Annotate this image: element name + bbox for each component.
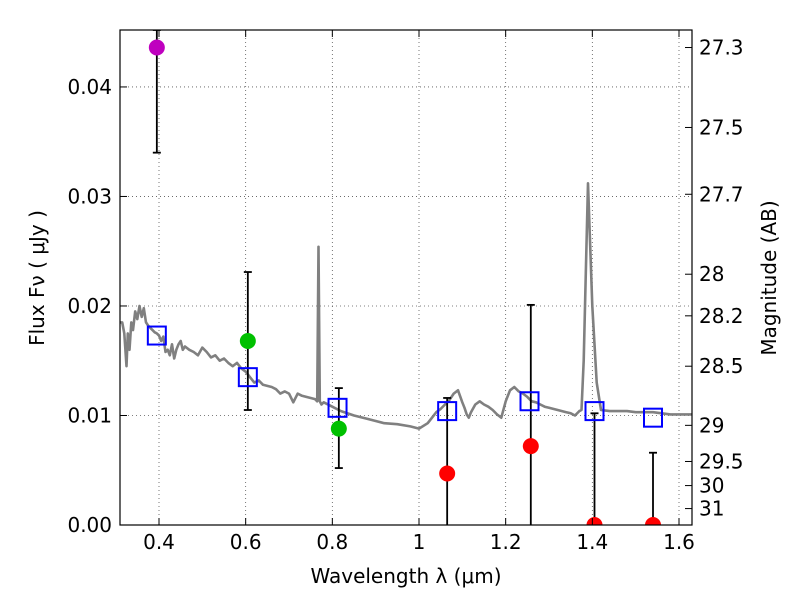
right-tick-label: 27.7 <box>699 182 744 206</box>
x-tick-label: 0.8 <box>316 530 348 554</box>
model-flux-square <box>519 391 540 412</box>
x-tick-label: 1.2 <box>490 530 522 554</box>
y-axis-label: Flux Fν ( μJy ) <box>25 210 49 346</box>
right-tick-label: 31 <box>699 497 724 521</box>
x-tick-label: 1 <box>413 530 426 554</box>
right-tick-label: 27.3 <box>699 36 744 60</box>
y-tick-label: 0.00 <box>67 513 112 537</box>
x-axis-label: Wavelength λ (μm) <box>310 564 501 588</box>
right-tick-label: 29 <box>699 413 724 437</box>
y-tick-label: 0.03 <box>67 184 112 208</box>
plot-frame <box>119 29 693 526</box>
right-tick-label: 27.5 <box>699 115 744 139</box>
data-layer <box>120 30 692 525</box>
right-tick-label: 30 <box>699 474 724 498</box>
x-tick-label: 0.6 <box>230 530 262 554</box>
y-tick-label: 0.04 <box>67 75 112 99</box>
ticks: 0.4 0.6 0.8 1 1.2 1.4 1.6 0.00 0.01 0.02 0.03 0.04 2… <box>67 30 744 554</box>
right-tick-label: 29.5 <box>699 449 744 473</box>
model-flux-square <box>584 401 605 422</box>
observed-flux-point <box>330 420 347 437</box>
observed-flux-point <box>439 465 456 482</box>
right-tick-label: 28 <box>699 262 724 286</box>
model-flux-square <box>146 325 167 346</box>
y-tick-label: 0.01 <box>67 403 112 427</box>
observed-flux-point <box>239 333 256 350</box>
observed-flux-point <box>148 39 165 56</box>
observed-flux-point <box>586 517 603 525</box>
model-flux-square <box>643 407 663 428</box>
y-tick-label: 0.02 <box>67 294 112 318</box>
model-flux-square <box>437 401 458 422</box>
model-flux-square <box>237 367 258 388</box>
y-axis-right-label: Magnitude (AB) <box>757 200 781 355</box>
x-tick-label: 1.6 <box>663 530 695 554</box>
model-flux-square <box>327 397 348 418</box>
right-tick-label: 28.5 <box>699 354 744 378</box>
x-tick-label: 1.4 <box>576 530 608 554</box>
model-spectrum-line <box>120 182 692 430</box>
right-tick-label: 28.2 <box>699 304 744 328</box>
observed-flux-point <box>645 517 661 525</box>
observed-flux-point <box>522 438 539 455</box>
grid <box>120 30 692 526</box>
x-tick-label: 0.4 <box>143 530 175 554</box>
